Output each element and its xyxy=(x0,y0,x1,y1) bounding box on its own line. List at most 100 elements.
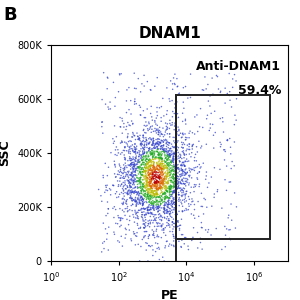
Point xyxy=(146,166,151,170)
Point xyxy=(158,141,163,146)
Point xyxy=(183,181,188,186)
Point xyxy=(153,141,158,146)
Point xyxy=(164,188,169,193)
Point xyxy=(147,177,152,182)
Point xyxy=(187,204,191,208)
Point xyxy=(175,179,179,184)
Point xyxy=(135,176,140,180)
Point xyxy=(156,155,161,160)
Point xyxy=(160,187,165,191)
Point xyxy=(160,195,165,200)
Point xyxy=(142,147,146,152)
Point xyxy=(187,168,192,173)
Point xyxy=(166,160,171,165)
Point xyxy=(179,194,184,199)
Point xyxy=(168,209,173,214)
Point xyxy=(150,194,155,198)
Point xyxy=(128,185,133,190)
Point xyxy=(120,244,125,248)
Point xyxy=(121,202,125,207)
Point xyxy=(205,185,210,190)
Point xyxy=(138,159,142,164)
Point xyxy=(127,189,131,194)
Point xyxy=(143,120,148,124)
Point xyxy=(142,165,147,170)
Point xyxy=(194,182,198,187)
Point xyxy=(148,196,153,201)
Point xyxy=(150,151,154,155)
Point xyxy=(160,157,164,161)
Point xyxy=(161,166,166,171)
Point xyxy=(223,101,227,106)
Point xyxy=(119,71,124,76)
Point xyxy=(165,209,170,214)
Point xyxy=(183,196,188,200)
Point xyxy=(105,86,110,91)
Point xyxy=(131,180,136,185)
Point xyxy=(185,147,190,152)
Point xyxy=(154,192,158,197)
Point xyxy=(164,188,169,193)
Point xyxy=(142,169,146,173)
Point xyxy=(162,164,167,169)
Point xyxy=(116,194,121,199)
Point xyxy=(156,199,161,204)
Point xyxy=(164,159,168,164)
Point xyxy=(101,221,106,226)
Point xyxy=(124,141,129,146)
Point xyxy=(141,184,146,189)
Point xyxy=(179,232,184,237)
Point xyxy=(158,201,163,206)
Point xyxy=(132,149,136,154)
Point xyxy=(126,179,130,184)
Point xyxy=(158,140,163,145)
Point xyxy=(176,197,181,202)
Point xyxy=(123,201,128,206)
Point xyxy=(154,175,159,180)
Point xyxy=(137,177,142,182)
Point xyxy=(129,190,134,195)
Point xyxy=(117,170,122,175)
Point xyxy=(154,190,159,195)
Point xyxy=(145,126,150,131)
Point xyxy=(193,152,198,157)
Point xyxy=(154,179,159,184)
Point xyxy=(178,223,183,228)
Point xyxy=(149,160,154,165)
Point xyxy=(152,208,157,213)
Point xyxy=(155,113,160,118)
Point xyxy=(118,124,123,129)
Point xyxy=(182,164,187,169)
Point xyxy=(160,255,165,260)
Point xyxy=(159,214,164,218)
Point xyxy=(156,203,161,208)
Point xyxy=(144,229,149,234)
Point xyxy=(156,194,161,199)
Point xyxy=(158,197,163,202)
Point xyxy=(181,100,186,105)
Point xyxy=(126,163,130,167)
Point xyxy=(140,203,145,208)
Point xyxy=(164,164,169,169)
Point xyxy=(167,198,171,203)
Point xyxy=(167,196,172,201)
Point xyxy=(150,190,154,195)
Point xyxy=(154,184,159,189)
Point xyxy=(127,145,132,150)
Point xyxy=(171,224,176,229)
Point xyxy=(141,197,146,202)
Point xyxy=(165,161,170,166)
Point xyxy=(129,196,134,201)
Point xyxy=(141,181,146,186)
Point xyxy=(171,174,176,179)
Point xyxy=(168,154,173,158)
Point xyxy=(172,151,177,156)
Point xyxy=(172,164,176,169)
Point xyxy=(133,97,137,101)
Point xyxy=(149,174,154,179)
Point xyxy=(154,160,159,165)
Point xyxy=(99,250,104,254)
Point xyxy=(159,188,164,193)
Point xyxy=(149,195,154,200)
Point xyxy=(153,176,158,181)
